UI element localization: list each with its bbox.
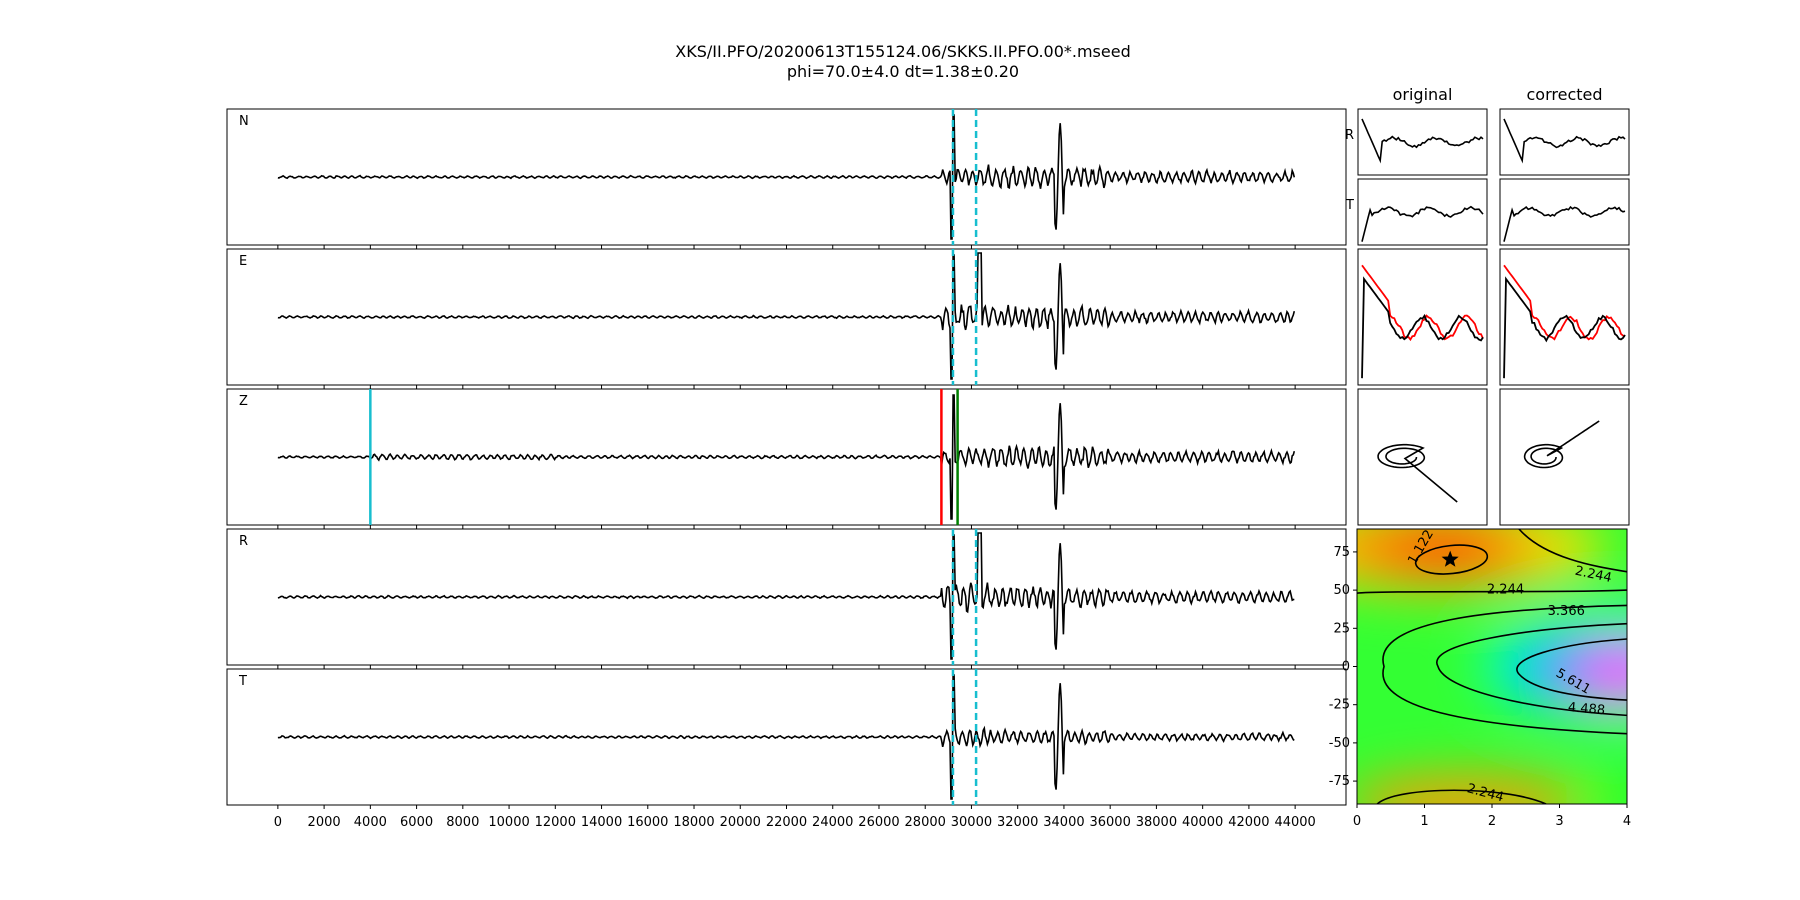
waveform-cell-corrected-1	[1499, 178, 1630, 246]
column-title-original: original	[1393, 85, 1453, 104]
x-tick-label: 32000	[997, 815, 1038, 830]
cell-frame	[1499, 388, 1630, 526]
x-tick-label: 16000	[627, 815, 668, 830]
particle-motion-trace	[1377, 443, 1458, 503]
seismo-panel-n: N	[226, 108, 1347, 249]
seismogram-panels: N E Z R T 0 2000 4000 6000 8000 10000 12000 14000 160…	[226, 108, 1347, 830]
panel-label-e: E	[239, 254, 247, 269]
heatmap-y-tick-label: 75	[1333, 545, 1350, 560]
waveform-trace-overlay	[1503, 276, 1626, 379]
x-tick-label: 2000	[308, 815, 341, 830]
x-tick-label: 24000	[812, 815, 853, 830]
waveform-cell-corrected-0	[1499, 108, 1630, 176]
waveform-trace	[1361, 205, 1484, 242]
contour-label: 3.366	[1548, 604, 1585, 619]
heatmap-x-tick-label: 2	[1488, 814, 1496, 829]
seismogram-trace-z	[277, 394, 1296, 520]
heat-band-red	[1384, 529, 1505, 574]
heatmap-x-tick-label: 3	[1555, 814, 1563, 829]
x-tick-label: 4000	[354, 815, 387, 830]
waveform-cell-original-3	[1357, 388, 1488, 526]
x-tick-label: 6000	[400, 815, 433, 830]
seismogram-trace-n	[277, 114, 1296, 240]
x-tick-label: 10000	[488, 815, 529, 830]
waveform-cell-corrected-2	[1499, 248, 1630, 386]
x-tick-label: 14000	[581, 815, 622, 830]
panel-label-n: N	[239, 114, 249, 129]
heatmap-x-tick-label: 1	[1420, 814, 1428, 829]
seismogram-trace-e	[277, 252, 1296, 380]
contour-5611	[1516, 638, 1627, 701]
seismo-panel-t: T	[226, 668, 1347, 809]
heatmap-y-tick-label: 0	[1342, 660, 1350, 675]
contour-3366	[1382, 604, 1627, 735]
heatmap-y-tick-label: 25	[1333, 621, 1350, 636]
seismo-panel-z: Z	[226, 388, 1347, 529]
contour-2244-topright	[1518, 529, 1627, 573]
waveform-cell-original-2	[1357, 248, 1488, 386]
waveform-cell-original-0	[1357, 108, 1488, 176]
contour-label: 2.244	[1487, 583, 1524, 598]
seismogram-trace-t	[277, 674, 1295, 800]
x-tick-label: 44000	[1274, 815, 1315, 830]
x-tick-label: 0	[274, 815, 282, 830]
contour-2244-upper	[1357, 589, 1627, 594]
seismo-panel-r: R	[226, 528, 1347, 669]
waveform-trace-overlay	[1361, 276, 1484, 379]
waveform-comparison-grid: original corrected R T	[1345, 85, 1630, 526]
best-fit-star-icon	[1441, 550, 1459, 567]
x-tick-label: 34000	[1043, 815, 1084, 830]
waveform-trace	[1361, 118, 1484, 164]
panel-label-t: T	[238, 674, 247, 689]
heatmap-x-tick-label: 0	[1353, 814, 1361, 829]
waveform-trace-overlay	[1503, 264, 1626, 341]
x-tick-label: 20000	[720, 815, 761, 830]
x-tick-label: 22000	[766, 815, 807, 830]
waveform-trace	[1503, 118, 1626, 164]
heatmap-y-tick-label: -75	[1329, 774, 1350, 789]
contour-lines	[1357, 529, 1627, 804]
contour-2244-bottom	[1376, 789, 1547, 804]
x-tick-label: 28000	[905, 815, 946, 830]
figure-subtitle: phi=70.0±4.0 dt=1.38±0.20	[787, 62, 1019, 81]
panel-label-r: R	[239, 534, 248, 549]
x-tick-label: 30000	[951, 815, 992, 830]
waveform-cell-original-1	[1357, 178, 1488, 246]
x-tick-label: 36000	[1089, 815, 1130, 830]
heatmap-color-field	[1357, 529, 1627, 804]
column-title-corrected: corrected	[1526, 85, 1602, 104]
heatmap-y-tick-label: -25	[1329, 698, 1350, 713]
x-tick-label: 40000	[1182, 815, 1223, 830]
cell-frame	[1499, 108, 1630, 176]
heat-band-bottom-green	[1573, 781, 1627, 804]
particle-motion-trace	[1523, 420, 1600, 469]
x-tick-label: 18000	[673, 815, 714, 830]
x-tick-label: 12000	[535, 815, 576, 830]
waveform-cell-corrected-3	[1499, 388, 1630, 526]
contour-label: 4.488	[1567, 700, 1605, 718]
row-label-r: R	[1345, 128, 1354, 143]
x-tick-label: 8000	[446, 815, 479, 830]
contour-1122	[1414, 544, 1489, 575]
cell-frame	[1357, 248, 1488, 386]
waveform-trace	[1503, 205, 1626, 242]
cell-frame	[1499, 178, 1630, 246]
contour-4488	[1436, 622, 1627, 717]
seismo-panel-e: E	[226, 248, 1347, 389]
x-tick-label: 38000	[1136, 815, 1177, 830]
heat-band-magenta	[1575, 646, 1627, 703]
x-tick-label: 26000	[858, 815, 899, 830]
x-tick-label: 42000	[1228, 815, 1269, 830]
cell-frame	[1357, 388, 1488, 526]
figure-title: XKS/II.PFO/20200613T155124.06/SKKS.II.PF…	[675, 42, 1130, 61]
panel-label-z: Z	[239, 394, 248, 409]
seismogram-trace-r	[277, 532, 1295, 660]
heatmap-y-tick-label: -50	[1329, 736, 1350, 751]
heatmap-y-tick-label: 50	[1333, 583, 1350, 598]
row-label-t: T	[1345, 198, 1354, 213]
heatmap-x-tick-label: 4	[1623, 814, 1631, 829]
